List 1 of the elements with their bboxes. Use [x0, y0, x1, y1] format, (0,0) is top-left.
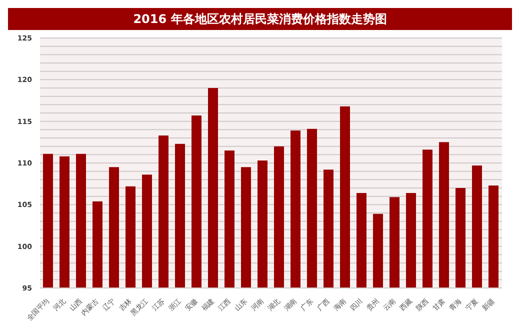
chart-title: 2016 年各地区农村居民菜消费价格指数走势图: [8, 8, 512, 30]
